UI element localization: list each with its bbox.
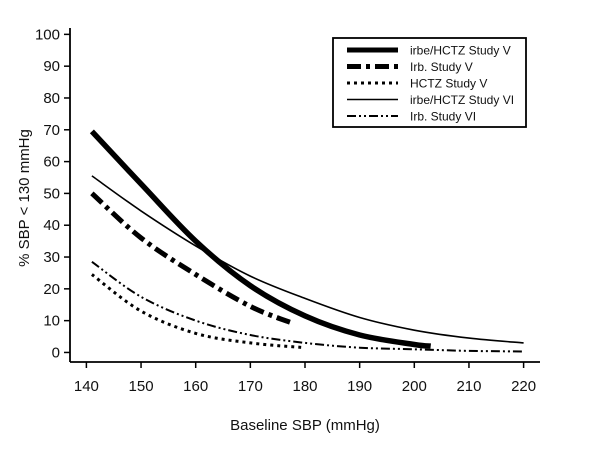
legend-label: irbe/HCTZ Study VI xyxy=(410,93,514,107)
series-line-0 xyxy=(89,129,432,349)
series-line-4 xyxy=(91,260,524,353)
y-tick-label: 30 xyxy=(43,249,60,266)
legend: irbe/HCTZ Study V Irb. Study V HCTZ Study … xyxy=(332,37,527,128)
y-tick-label: 90 xyxy=(43,58,60,75)
legend-box xyxy=(332,37,527,128)
series-lines xyxy=(89,129,524,353)
x-tick-label: 140 xyxy=(74,378,99,395)
y-tick-label: 100 xyxy=(35,26,60,43)
y-tick-label: 10 xyxy=(43,313,60,330)
x-tick-label: 200 xyxy=(402,378,427,395)
x-tick-label: 150 xyxy=(129,378,154,395)
y-tick-label: 60 xyxy=(43,154,60,171)
y-axis-title: % SBP < 130 mmHg xyxy=(16,129,33,267)
y-tick-label: 20 xyxy=(43,281,60,298)
y-tick-label: 50 xyxy=(43,185,60,202)
legend-label: irbe/HCTZ Study V xyxy=(410,44,511,58)
legend-label: HCTZ Study V xyxy=(410,77,487,91)
x-tick-label: 210 xyxy=(456,378,481,395)
y-axis-ticks: 0 10 20 30 40 50 60 70 80 90 100 xyxy=(35,26,70,361)
legend-entries: irbe/HCTZ Study V Irb. Study V HCTZ Study … xyxy=(347,44,514,124)
series-line-1 xyxy=(90,191,296,327)
y-tick-label: 80 xyxy=(43,90,60,107)
legend-label: Irb. Study VI xyxy=(410,110,476,124)
x-axis-title: Baseline SBP (mmHg) xyxy=(230,417,380,434)
x-tick-label: 180 xyxy=(292,378,317,395)
y-tick-label: 40 xyxy=(43,217,60,234)
series-line-3 xyxy=(91,175,524,344)
x-axis-ticks: 140 150 160 170 180 190 200 210 220 xyxy=(74,362,536,395)
series-line-2 xyxy=(91,273,306,350)
x-tick-label: 220 xyxy=(511,378,536,395)
y-tick-label: 0 xyxy=(52,344,60,361)
legend-label: Irb. Study V xyxy=(410,60,473,74)
x-tick-label: 190 xyxy=(347,378,372,395)
x-tick-label: 160 xyxy=(183,378,208,395)
x-tick-label: 170 xyxy=(238,378,263,395)
y-tick-label: 70 xyxy=(43,122,60,139)
